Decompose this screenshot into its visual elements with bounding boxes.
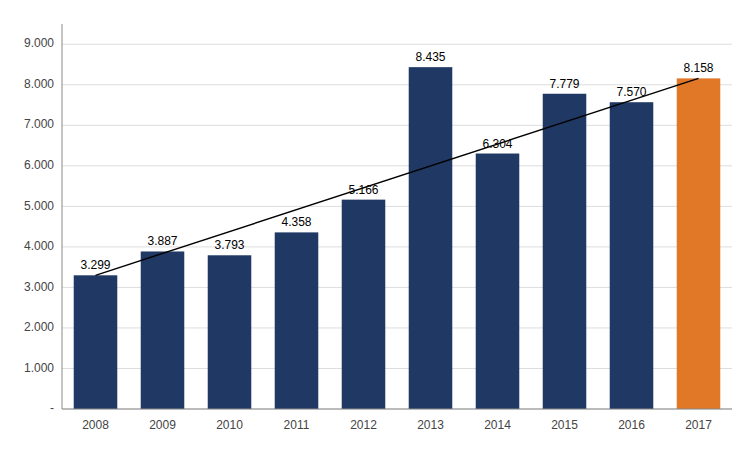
- x-tick-label: 2009: [149, 418, 176, 432]
- y-tick-label: 1.000: [24, 361, 54, 375]
- y-tick-label: 5.000: [24, 199, 54, 213]
- data-labels: 3.299 3.887 3.793 4.358 5.166 8.435 6.304 7.779…: [80, 50, 713, 272]
- bar: [476, 154, 520, 409]
- grid-line: [62, 44, 732, 45]
- y-tick-label: 6.000: [24, 158, 54, 172]
- data-label: 6.304: [482, 137, 512, 151]
- x-tick-label: 2013: [417, 418, 444, 432]
- y-tick-label: -: [50, 401, 54, 415]
- data-label: 7.779: [549, 77, 579, 91]
- data-label: 7.570: [616, 85, 646, 99]
- grid: [62, 44, 732, 409]
- y-axis-line: [62, 24, 63, 409]
- x-tick-label: 2017: [685, 418, 712, 432]
- y-axis: - 1.000 2.000 3.000 4.000 5.000 6.000 7.000 8.00…: [24, 36, 54, 415]
- bar: [74, 275, 118, 409]
- data-label: 8.435: [415, 50, 445, 64]
- bar: [342, 200, 386, 409]
- x-tick-label: 2011: [284, 418, 310, 432]
- grid-line: [62, 409, 732, 410]
- bar: [610, 102, 654, 409]
- bar: [208, 255, 252, 409]
- x-axis: 2008 2009 2010 2011 2012 2013 2014 2015 2016 2017: [82, 418, 712, 432]
- x-tick-label: 2010: [216, 418, 243, 432]
- data-label: 4.358: [281, 215, 311, 229]
- x-tick-label: 2016: [618, 418, 645, 432]
- bar: [409, 67, 453, 409]
- background: [0, 0, 752, 451]
- y-tick-label: 8.000: [24, 77, 54, 91]
- y-tick-label: 7.000: [24, 117, 54, 131]
- bar: [275, 232, 319, 409]
- y-tick-label: 3.000: [24, 280, 54, 294]
- x-tick-label: 2008: [82, 418, 109, 432]
- bar: [677, 78, 721, 409]
- bar: [141, 251, 185, 409]
- chart-container: - 1.000 2.000 3.000 4.000 5.000 6.000 7.000 8.00…: [0, 0, 752, 451]
- x-tick-label: 2012: [350, 418, 377, 432]
- plot-area: [74, 67, 721, 409]
- data-label: 3.793: [214, 238, 244, 252]
- y-tick-label: 4.000: [24, 239, 54, 253]
- data-label: 3.887: [147, 234, 177, 248]
- trendline: [96, 78, 699, 275]
- y-tick-label: 2.000: [24, 320, 54, 334]
- x-tick-label: 2014: [484, 418, 511, 432]
- data-label: 8.158: [683, 61, 713, 75]
- data-label: 5.166: [348, 183, 378, 197]
- x-tick-label: 2015: [551, 418, 578, 432]
- y-tick-label: 9.000: [24, 36, 54, 50]
- bar: [543, 94, 587, 409]
- x-axis-line: [62, 409, 732, 410]
- data-label: 3.299: [80, 258, 110, 272]
- chart-svg: - 1.000 2.000 3.000 4.000 5.000 6.000 7.000 8.00…: [0, 0, 752, 451]
